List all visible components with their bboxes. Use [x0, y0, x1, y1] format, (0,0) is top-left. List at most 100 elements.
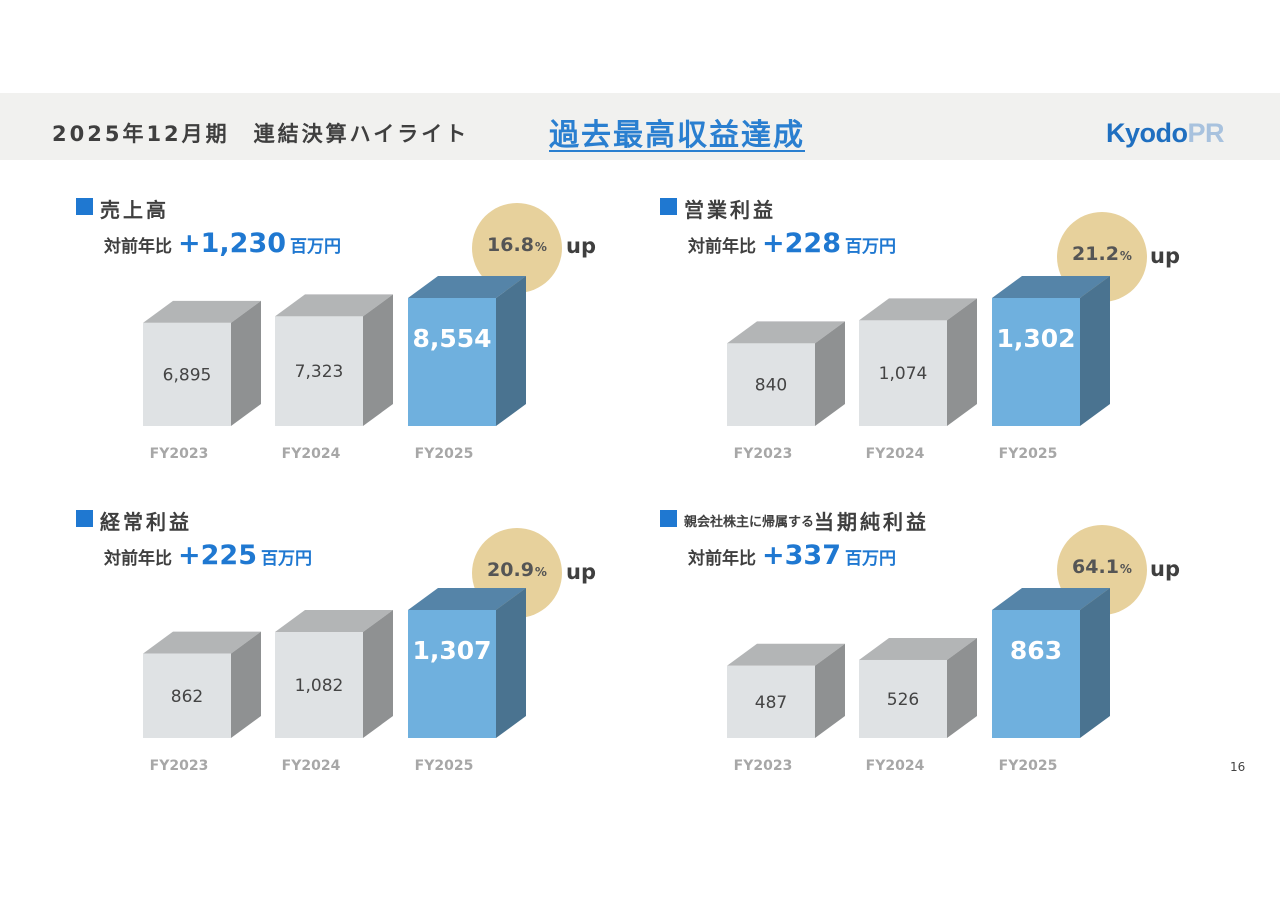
bar-value-label: 487 — [755, 693, 787, 713]
bar-value-label: 8,554 — [412, 324, 491, 353]
bar-value-label: 863 — [1010, 636, 1062, 665]
category-label: FY2023 — [734, 446, 793, 462]
category-label: FY2024 — [282, 758, 341, 774]
category-label: FY2024 — [866, 446, 925, 462]
bar-fy2024: 1,074 — [859, 298, 977, 426]
bar-value-label: 840 — [755, 376, 787, 396]
bar-side-face — [815, 321, 845, 426]
category-label: FY2025 — [415, 446, 474, 462]
bar-front-face — [408, 298, 496, 426]
bar-front-face — [727, 343, 815, 426]
panel-title-text: 当期純利益 — [814, 510, 930, 534]
growth-suffix: up — [1150, 557, 1180, 581]
bar-side-face — [363, 294, 393, 426]
growth-rate: 20.9% — [472, 559, 562, 581]
bar-front-face — [992, 298, 1080, 426]
panel-title: 売上高 — [76, 194, 169, 223]
yoy-change: 対前年比 +225 百万円 — [104, 540, 312, 571]
yoy-value: +225 — [178, 540, 257, 571]
category-label: FY2025 — [999, 446, 1058, 462]
bar-side-face — [231, 631, 261, 738]
bar-top-face — [408, 276, 526, 298]
bar-chart: 6,895 FY2023 7,323 FY2024 8,554 FY2025 — [143, 276, 526, 462]
yoy-unit: 百万円 — [844, 237, 896, 257]
yoy-unit: 百万円 — [844, 549, 896, 569]
bar-value-label: 862 — [171, 687, 203, 707]
bar-fy2023: 487 — [727, 643, 845, 738]
bar-front-face — [408, 610, 496, 738]
growth-suffix: up — [566, 560, 596, 584]
bar-side-face — [496, 588, 526, 738]
bar-top-face — [143, 300, 261, 323]
bar-value-label: 1,074 — [879, 364, 928, 384]
bar-front-face — [143, 322, 231, 426]
bar-front-face — [143, 653, 231, 738]
bar-side-face — [947, 637, 977, 738]
panel-operating-income: 営業利益 対前年比 +228 百万円 21.2% up 840 FY2023 1,074… — [660, 194, 1280, 494]
header-bar — [0, 93, 1280, 160]
growth-unit: % — [534, 565, 547, 579]
bar-fy2025: 1,302 — [992, 276, 1110, 426]
square-bullet-icon — [660, 198, 677, 215]
bar-side-face — [231, 300, 261, 426]
yoy-value: +1,230 — [178, 228, 287, 259]
panel-sales: 売上高 対前年比 +1,230 百万円 16.8% up 6,895 FY2023 7,… — [76, 194, 696, 494]
logo-accent: PR — [1187, 118, 1225, 148]
yoy-change: 対前年比 +228 百万円 — [688, 228, 896, 259]
growth-value: 20.9 — [487, 559, 534, 581]
bar-value-label: 7,323 — [295, 362, 344, 382]
bar-value-label: 526 — [887, 690, 919, 710]
yoy-change: 対前年比 +1,230 百万円 — [104, 228, 341, 259]
yoy-value: +337 — [762, 540, 841, 571]
growth-suffix: up — [566, 234, 596, 258]
panel-ordinary-income: 経常利益 対前年比 +225 百万円 20.9% up 862 FY2023 1,082… — [76, 506, 696, 806]
growth-value: 21.2 — [1072, 243, 1119, 265]
bar-front-face — [992, 610, 1080, 738]
bar-top-face — [143, 631, 261, 654]
growth-unit: % — [1119, 562, 1132, 576]
category-label: FY2025 — [415, 758, 474, 774]
company-logo: KyodoPR — [1106, 118, 1225, 149]
category-label: FY2023 — [734, 758, 793, 774]
bar-front-face — [727, 665, 815, 738]
bar-top-face — [275, 610, 393, 633]
bar-front-face — [859, 659, 947, 738]
bar-fy2023: 6,895 — [143, 300, 261, 426]
bar-fy2025: 863 — [992, 588, 1110, 738]
yoy-unit: 百万円 — [290, 237, 342, 257]
bar-top-face — [992, 588, 1110, 610]
bar-top-face — [727, 321, 845, 344]
bar-side-face — [1080, 588, 1110, 738]
bar-chart: 487 FY2023 526 FY2024 863 FY2025 — [727, 588, 1110, 774]
square-bullet-icon — [76, 510, 93, 527]
growth-rate: 64.1% — [1057, 556, 1147, 578]
category-label: FY2024 — [866, 758, 925, 774]
bar-side-face — [1080, 276, 1110, 426]
bar-chart: 862 FY2023 1,082 FY2024 1,307 FY2025 — [143, 588, 526, 774]
growth-rate: 21.2% — [1057, 243, 1147, 265]
panel-title: 経常利益 — [76, 506, 192, 535]
bar-fy2025: 1,307 — [408, 588, 526, 738]
yoy-label: 対前年比 — [104, 549, 172, 569]
yoy-label: 対前年比 — [104, 237, 172, 257]
yoy-label: 対前年比 — [688, 549, 756, 569]
growth-suffix: up — [1150, 244, 1180, 268]
panel-title: 営業利益 — [660, 194, 776, 223]
bar-value-label: 1,307 — [412, 636, 491, 665]
bar-chart: 840 FY2023 1,074 FY2024 1,302 FY2025 — [727, 276, 1110, 462]
bar-value-label: 1,302 — [996, 324, 1075, 353]
panel-net-income: 親会社株主に帰属する当期純利益 対前年比 +337 百万円 64.1% up 487… — [660, 506, 1280, 806]
growth-unit: % — [1119, 249, 1132, 263]
page-highlight: 過去最高収益達成 — [549, 118, 805, 153]
bar-top-face — [727, 643, 845, 666]
yoy-unit: 百万円 — [260, 549, 312, 569]
bar-front-face — [275, 632, 363, 738]
bar-fy2023: 862 — [143, 631, 261, 738]
bar-front-face — [275, 316, 363, 426]
growth-value: 64.1 — [1072, 556, 1119, 578]
logo-main: Kyodo — [1106, 118, 1188, 148]
page-title: 2025年12月期 連結決算ハイライト — [52, 122, 470, 146]
bar-top-face — [992, 276, 1110, 298]
bar-side-face — [363, 610, 393, 738]
category-label: FY2023 — [150, 446, 209, 462]
